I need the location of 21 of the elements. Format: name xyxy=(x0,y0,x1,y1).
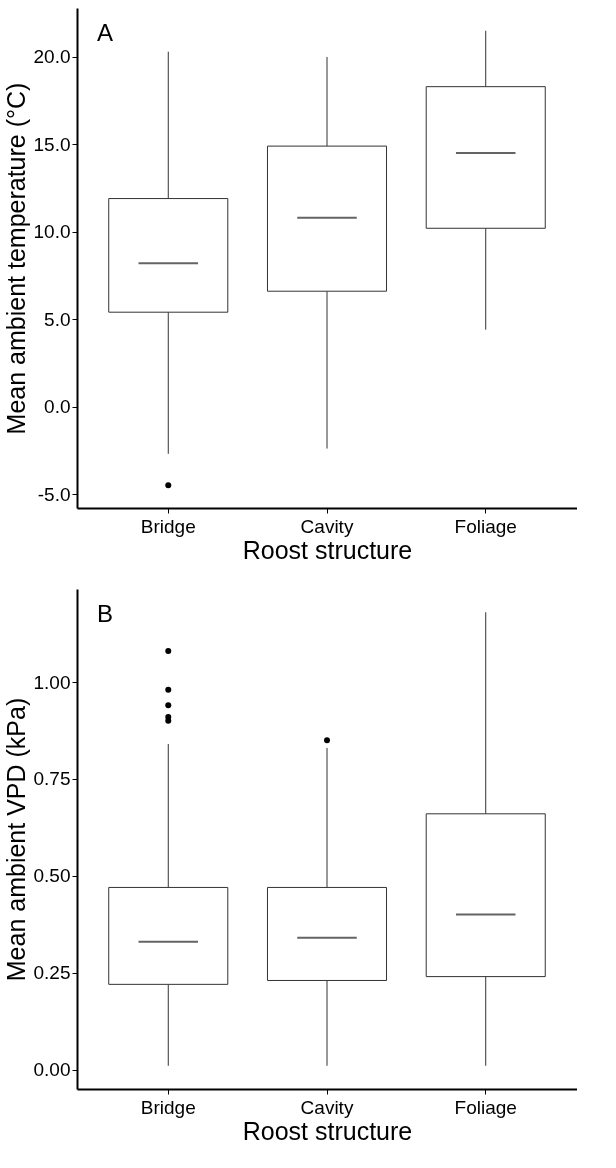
y-axis-title: Mean ambient temperature (°C) xyxy=(1,82,30,435)
y-tick-label: 0.25 xyxy=(33,962,71,984)
y-tick-label: 0.00 xyxy=(33,1059,71,1081)
x-tick-label: Bridge xyxy=(140,515,196,537)
annotation: A xyxy=(97,19,114,46)
y-tick-label: 0.75 xyxy=(33,768,71,790)
y-tick-label: 5.0 xyxy=(44,308,71,330)
x-tick-label: Cavity xyxy=(300,1096,354,1118)
y-tick-label: 0.50 xyxy=(33,865,71,887)
y-tick-label: 10.0 xyxy=(33,221,71,243)
y-axis-title: Mean ambient VPD (kPa) xyxy=(1,697,30,982)
annotation: B xyxy=(97,600,114,627)
y-tick-label: 1.00 xyxy=(33,671,71,693)
x-tick-label: Cavity xyxy=(300,515,354,537)
x-tick-label: Foliage xyxy=(454,1096,517,1118)
y-tick-label: 15.0 xyxy=(33,133,71,155)
y-tick-label: -5.0 xyxy=(37,483,71,505)
y-tick-label: 20.0 xyxy=(33,46,71,68)
x-tick-label: Bridge xyxy=(140,1096,196,1118)
y-tick-label: 0.0 xyxy=(44,396,71,418)
x-tick-label: Foliage xyxy=(454,515,517,537)
